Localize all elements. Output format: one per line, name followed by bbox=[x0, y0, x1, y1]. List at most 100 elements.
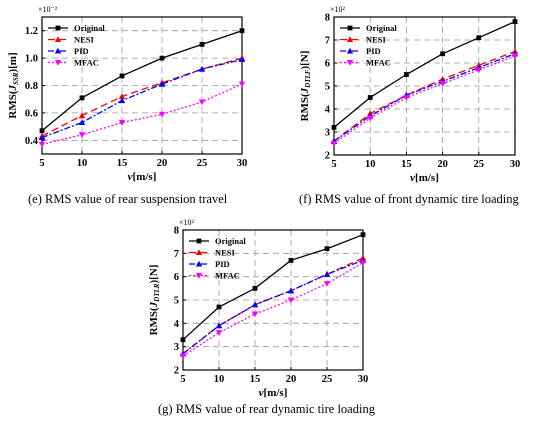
x-tick-label: 30 bbox=[358, 374, 369, 385]
y-axis-label-pre: RMS( bbox=[148, 307, 160, 335]
x-tick-label: 10 bbox=[214, 374, 225, 385]
data-point-pid bbox=[158, 80, 166, 87]
exponent-label: ×10² bbox=[330, 5, 346, 14]
chart-e: 5 10 15 20 25 30 0.4 0.6 0.8 1.0 1.2 ×10⁻² v[m/s] RMS… bbox=[7, 5, 247, 183]
caption-f: (f) RMS value of front dynamic tire load… bbox=[299, 192, 519, 206]
data-point-mfac bbox=[215, 330, 223, 336]
data-point-mfac bbox=[251, 311, 259, 318]
series-original bbox=[180, 232, 366, 343]
data-point-mfac bbox=[38, 141, 46, 148]
y-axis-label-post: )[m] bbox=[7, 52, 19, 72]
data-point-pid bbox=[238, 56, 246, 63]
series-original bbox=[39, 28, 245, 134]
data-point-original bbox=[476, 35, 482, 41]
legend-label-mfac: MFAC bbox=[74, 58, 99, 68]
data-point-pid bbox=[251, 301, 259, 308]
x-axis-label-unit: [m/s] bbox=[415, 172, 439, 184]
data-point-nesi bbox=[118, 93, 126, 100]
x-axis-label: v[m/s] bbox=[259, 387, 288, 399]
x-tick-label: 15 bbox=[401, 159, 412, 170]
y-axis-label-var: J bbox=[299, 87, 311, 94]
legend-label-nesi: NESI bbox=[215, 248, 236, 258]
legend-marker-original bbox=[196, 238, 202, 244]
series-line-pid bbox=[333, 53, 516, 142]
data-point-original bbox=[216, 304, 222, 310]
legend-marker-pid bbox=[195, 260, 203, 267]
series-pid bbox=[38, 56, 246, 141]
x-tick-label: 15 bbox=[117, 158, 128, 169]
chart-f: 5 10 15 20 25 30 2 3 4 5 6 7 8×10² v[m/s] RMS(JDTLF)[N… bbox=[299, 5, 520, 184]
series-pid bbox=[179, 257, 367, 357]
y-axis-label-var: J bbox=[7, 85, 19, 92]
data-point-mfac bbox=[238, 81, 246, 88]
data-point-original bbox=[404, 72, 409, 77]
data-point-pid bbox=[323, 271, 331, 277]
data-point-original bbox=[367, 95, 373, 100]
data-point-original bbox=[180, 337, 186, 343]
y-tick-label: 8 bbox=[174, 226, 179, 237]
legend-marker-nesi bbox=[54, 36, 62, 43]
legend-label-original: Original bbox=[215, 236, 246, 246]
y-axis-label-sub: DTLF bbox=[304, 69, 312, 89]
series-original bbox=[331, 19, 518, 130]
data-point-original bbox=[440, 51, 445, 57]
data-point-original bbox=[331, 125, 337, 130]
series-line-nesi bbox=[182, 257, 364, 355]
x-axis-label-var: v bbox=[259, 387, 264, 399]
x-tick-label: 5 bbox=[180, 374, 185, 385]
y-axis-label-var: J bbox=[148, 301, 160, 308]
legend-marker-pid bbox=[54, 47, 62, 54]
legend-marker-original bbox=[55, 25, 61, 31]
data-point-original bbox=[360, 232, 366, 238]
y-tick-label: 5 bbox=[174, 296, 179, 307]
series-mfac bbox=[179, 260, 367, 360]
series-line-nesi bbox=[333, 50, 516, 142]
caption-e: (e) RMS value of rear suspension travel bbox=[28, 192, 228, 206]
legend-marker-mfac bbox=[346, 59, 354, 66]
y-tick-label: 1.2 bbox=[25, 26, 38, 37]
y-tick-label: 0.6 bbox=[25, 108, 38, 119]
exponent-label: ×10⁻² bbox=[38, 5, 58, 14]
data-point-original bbox=[324, 246, 330, 252]
x-axis-label-unit: [m/s] bbox=[133, 171, 157, 183]
x-tick-label: 5 bbox=[39, 158, 44, 169]
legend-marker-nesi bbox=[346, 36, 354, 43]
legend-label-mfac: MFAC bbox=[366, 58, 391, 68]
data-point-mfac bbox=[118, 119, 126, 126]
y-axis-label-sub: DTLR bbox=[153, 283, 161, 303]
y-axis-label-sub: SSR bbox=[12, 72, 20, 85]
legend-marker-original bbox=[347, 25, 353, 31]
series-line-mfac bbox=[333, 55, 516, 145]
data-point-mfac bbox=[158, 111, 166, 118]
series-mfac bbox=[330, 53, 519, 147]
legend-label-original: Original bbox=[74, 23, 105, 33]
x-axis-label: v[m/s] bbox=[410, 172, 439, 184]
legend-marker-pid bbox=[346, 47, 354, 54]
y-tick-label: 7 bbox=[174, 249, 179, 260]
legend-marker-nesi bbox=[195, 249, 203, 256]
x-axis-label: v[m/s] bbox=[128, 171, 157, 183]
x-tick-label: 20 bbox=[437, 159, 448, 170]
y-tick-label: 3 bbox=[325, 128, 330, 139]
data-point-original bbox=[39, 128, 45, 134]
data-point-mfac bbox=[403, 94, 410, 101]
series-line-original bbox=[182, 234, 364, 341]
legend-marker-mfac bbox=[54, 59, 62, 66]
data-point-mfac bbox=[439, 81, 446, 87]
data-point-original bbox=[159, 55, 165, 61]
y-tick-label: 4 bbox=[174, 319, 180, 330]
y-tick-label: 2 bbox=[174, 366, 179, 377]
y-tick-label: 0.8 bbox=[25, 81, 38, 92]
x-tick-label: 5 bbox=[331, 159, 336, 170]
data-point-original bbox=[512, 19, 518, 24]
y-tick-label: 1.0 bbox=[25, 54, 38, 65]
x-axis-label-unit: [m/s] bbox=[264, 387, 288, 399]
caption-g: (g) RMS value of rear dynamic tire loadi… bbox=[158, 402, 375, 416]
legend-label-mfac: MFAC bbox=[215, 271, 240, 281]
data-point-mfac bbox=[511, 53, 519, 60]
data-point-mfac bbox=[475, 67, 482, 74]
legend-label-nesi: NESI bbox=[366, 35, 387, 45]
